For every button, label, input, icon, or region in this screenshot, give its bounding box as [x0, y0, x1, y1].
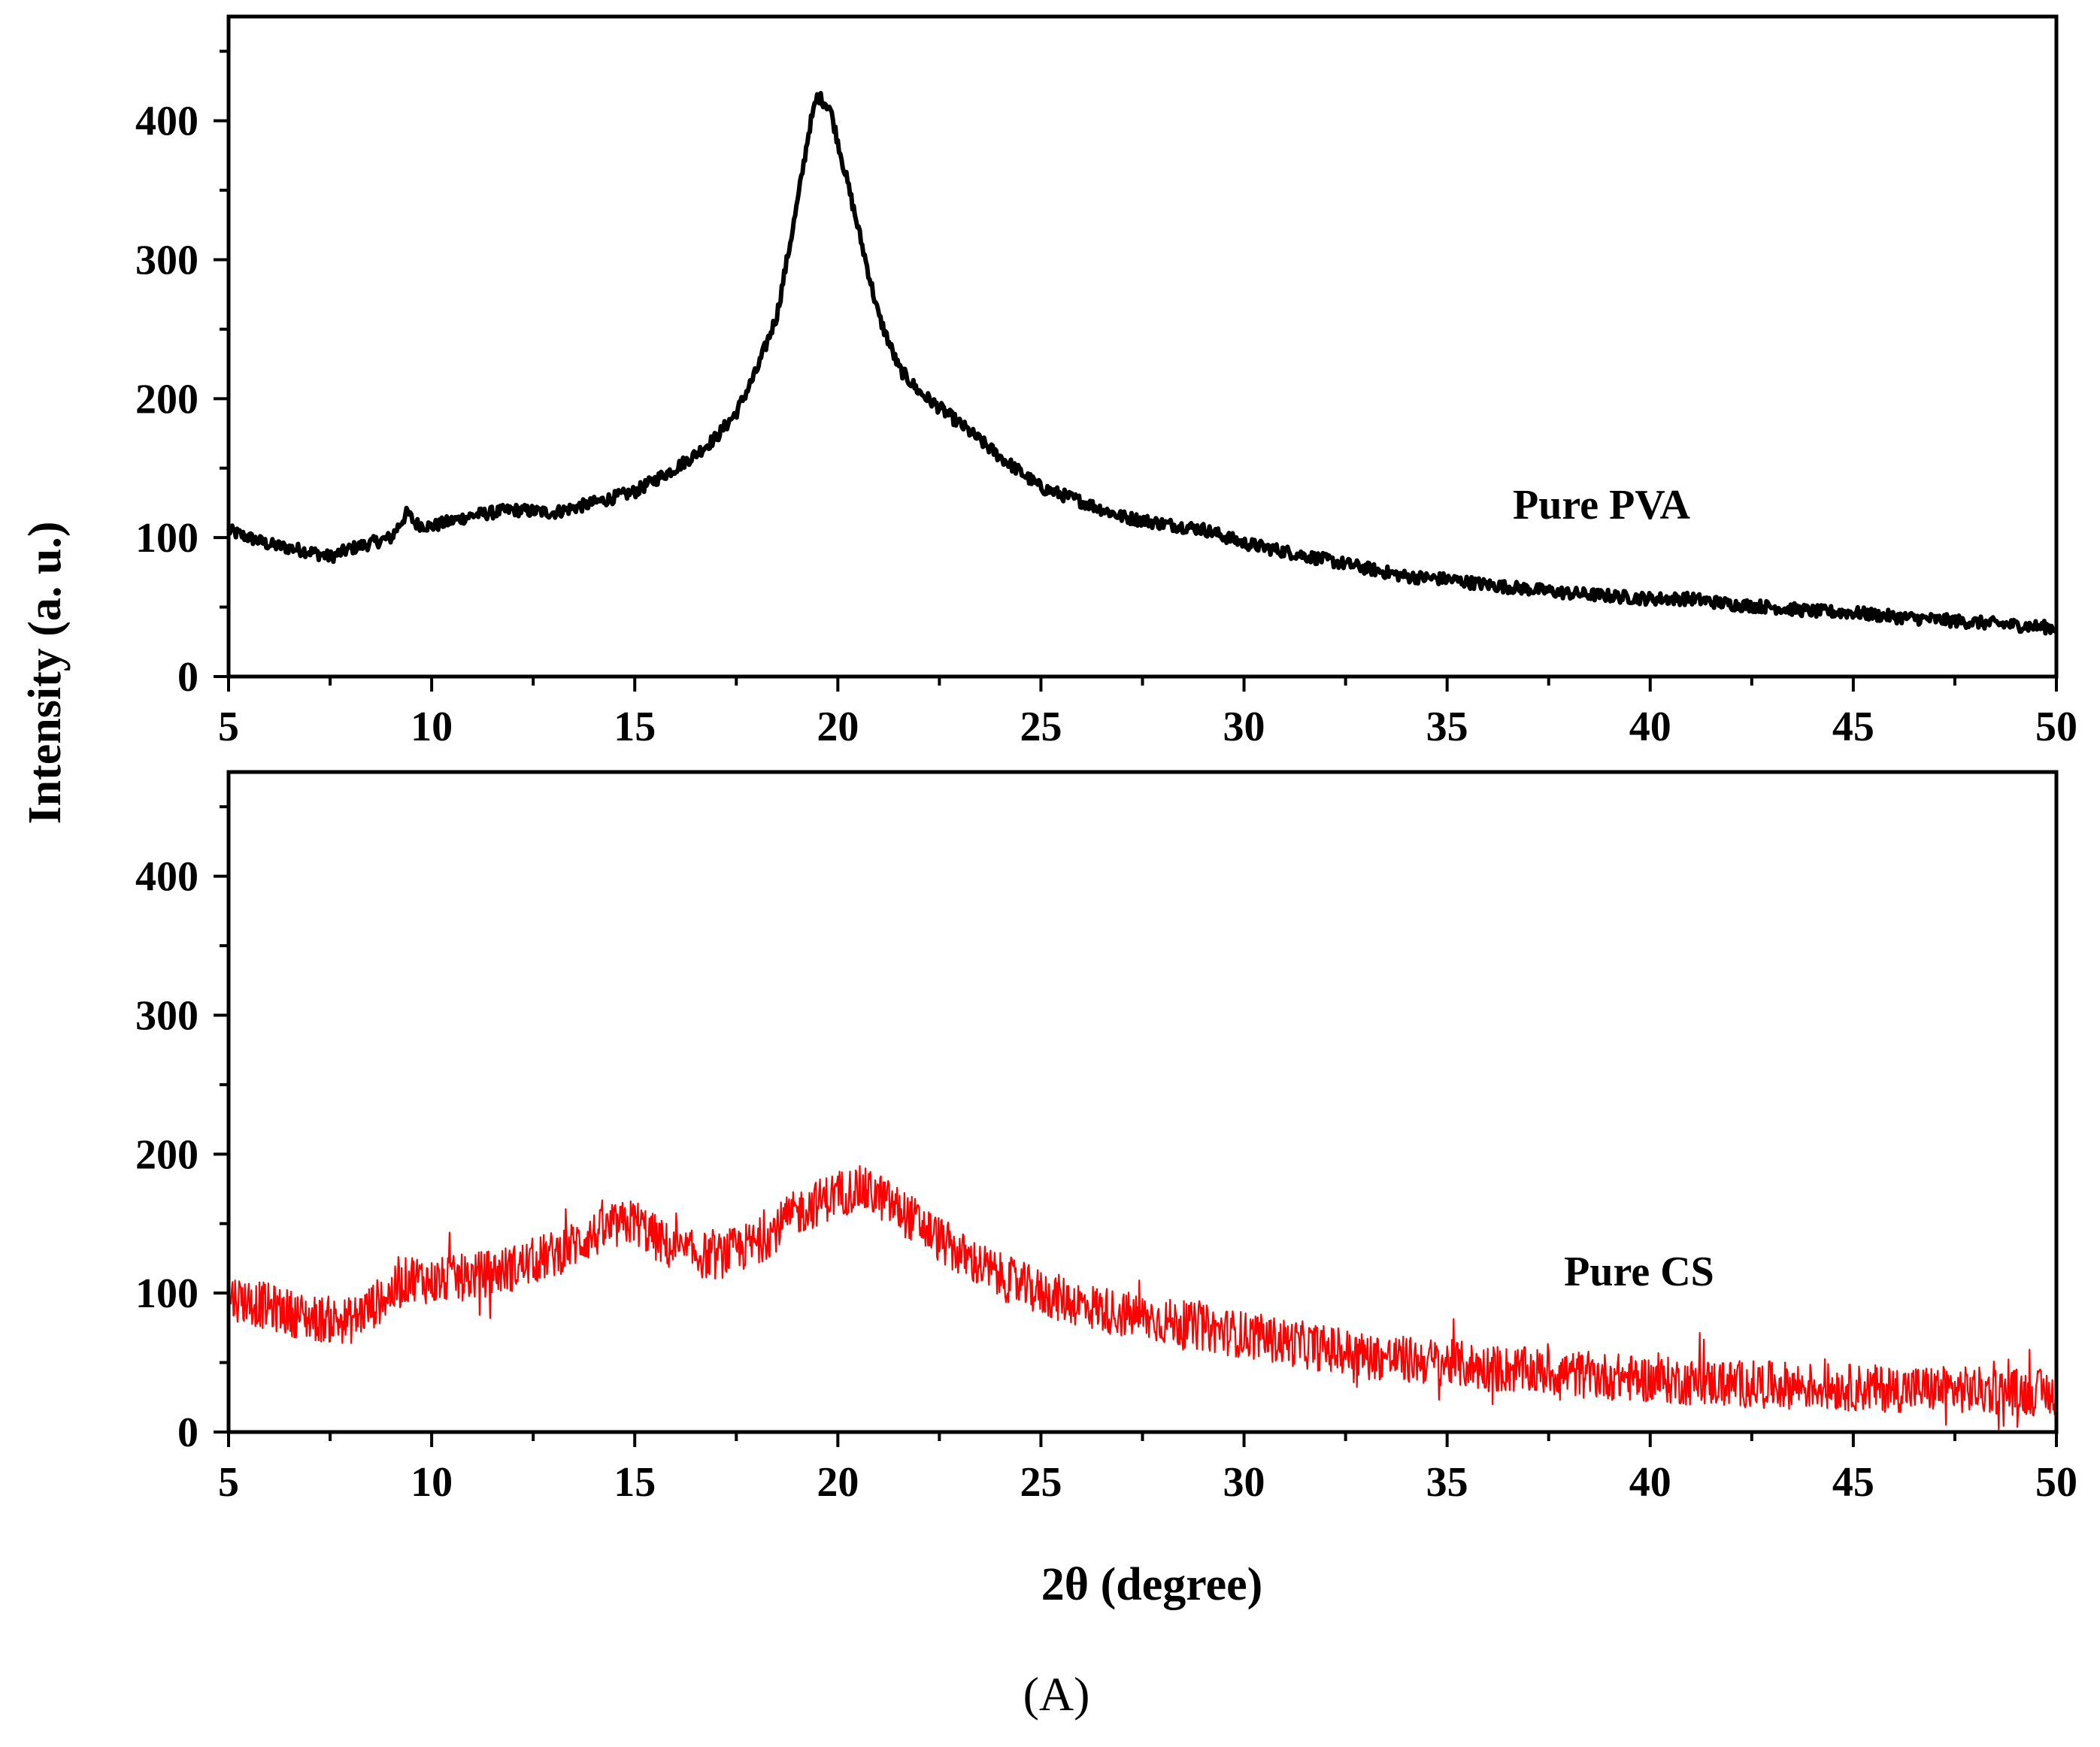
x-tick-label: 50 [2035, 1459, 2077, 1506]
x-tick-label: 25 [1020, 704, 1062, 750]
x-axis-title: 2θ (degree) [1041, 1559, 1263, 1610]
x-tick-label: 10 [411, 704, 453, 750]
x-tick-label: 45 [1832, 1459, 1874, 1506]
cs-curve [227, 1165, 2058, 1431]
x-tick-label: 35 [1426, 704, 1468, 750]
x-tick-label: 35 [1426, 1459, 1468, 1506]
panel-label: (A) [1023, 1667, 1090, 1721]
x-tick-label: 30 [1223, 704, 1265, 750]
x-tick-label: 50 [2035, 704, 2077, 750]
plot-frame [226, 14, 2059, 679]
pva-panel: 5 10 15 20 25 30 35 40 45 50 0 100 200 300 400 Pure PVA [135, 14, 2077, 750]
y-tick-label: 0 [177, 1409, 198, 1456]
x-tick-label: 15 [614, 704, 656, 750]
x-tick-label: 5 [218, 704, 239, 750]
y-tick-label: 400 [135, 98, 198, 145]
pva-series-label: Pure PVA [1513, 482, 1690, 528]
x-tick-label: 20 [817, 704, 859, 750]
y-tick-label: 200 [135, 376, 198, 422]
y-tick-label: 400 [135, 854, 198, 901]
x-tick-label: 30 [1223, 1459, 1265, 1506]
y-tick-label: 300 [135, 237, 198, 283]
x-tick-label: 40 [1629, 704, 1671, 750]
x-tick-label: 40 [1629, 1459, 1671, 1506]
cs-panel: 5 10 15 20 25 30 35 40 45 50 0 100 200 300 400 Pure CS [135, 770, 2077, 1506]
x-tick-label: 20 [817, 1459, 859, 1506]
x-tick-label: 15 [614, 1459, 656, 1506]
cs-series-label: Pure CS [1564, 1249, 1714, 1295]
y-tick-label: 300 [135, 992, 198, 1039]
x-tick-label: 25 [1020, 1459, 1062, 1506]
y-axis-title: Intensity (a. u.) [20, 521, 71, 824]
plot-frame [226, 770, 2059, 1434]
y-tick-label: 0 [177, 654, 198, 701]
y-tick-label: 200 [135, 1131, 198, 1178]
y-tick-label: 100 [135, 1270, 198, 1317]
y-tick-label: 100 [135, 515, 198, 562]
x-tick-label: 5 [218, 1459, 239, 1506]
x-tick-label: 45 [1832, 704, 1874, 750]
pva-curve [226, 91, 2058, 636]
x-tick-label: 10 [411, 1459, 453, 1506]
